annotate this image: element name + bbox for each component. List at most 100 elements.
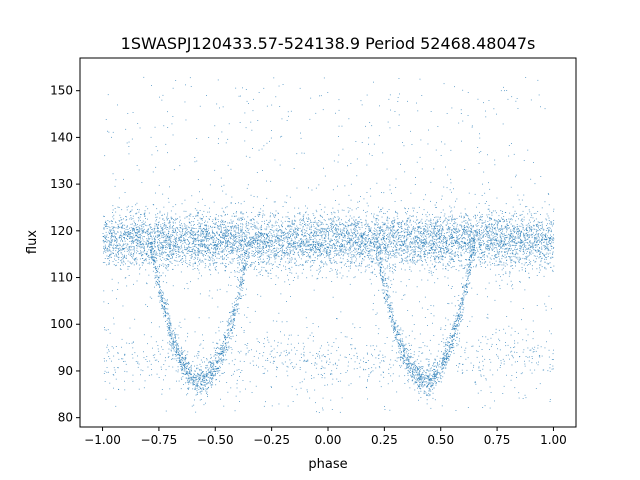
data-point (366, 245, 368, 247)
data-point (181, 232, 183, 234)
data-point (120, 231, 122, 233)
data-point (545, 235, 546, 236)
data-point (176, 234, 178, 236)
data-point (278, 243, 280, 245)
data-point (236, 223, 237, 224)
data-point (202, 240, 204, 242)
data-point (150, 246, 152, 248)
data-point (347, 240, 349, 242)
data-point (241, 230, 243, 232)
data-point (362, 253, 364, 255)
data-point (108, 245, 109, 247)
data-point (455, 240, 457, 242)
data-point (273, 214, 275, 216)
data-point (406, 220, 408, 222)
data-point (200, 251, 202, 253)
data-point (358, 217, 360, 218)
data-point (342, 236, 344, 238)
data-point (251, 262, 252, 264)
data-point (184, 228, 186, 230)
data-point (496, 220, 498, 221)
data-point (471, 240, 472, 242)
data-point (406, 259, 408, 261)
data-point (163, 247, 165, 249)
data-point (508, 249, 510, 251)
data-point (125, 263, 126, 265)
data-point (175, 231, 177, 233)
data-point (192, 241, 194, 243)
data-point (120, 240, 121, 242)
data-point (379, 228, 381, 229)
data-point (503, 227, 505, 229)
data-point (293, 223, 295, 224)
data-point (413, 228, 414, 230)
data-point (364, 240, 366, 242)
data-point (451, 214, 453, 216)
data-point (226, 235, 228, 237)
data-point (454, 230, 456, 232)
data-point (109, 254, 111, 256)
data-point (227, 213, 228, 215)
data-point (503, 221, 505, 222)
data-point (352, 232, 353, 234)
data-point (167, 212, 169, 214)
data-point (318, 268, 320, 270)
data-point (161, 248, 163, 250)
data-point (256, 239, 258, 241)
data-point (160, 236, 162, 238)
data-point (169, 234, 171, 236)
data-point (458, 259, 459, 261)
data-point (233, 234, 234, 236)
data-point (209, 243, 211, 245)
data-point (307, 218, 309, 220)
data-point (262, 245, 264, 247)
data-point (461, 265, 463, 267)
data-point (388, 258, 389, 260)
data-point (421, 245, 423, 246)
data-point (395, 246, 397, 248)
data-point (345, 248, 347, 250)
data-point (499, 258, 500, 260)
data-point (402, 220, 404, 222)
data-point (295, 231, 297, 233)
data-point (328, 219, 330, 221)
data-point (181, 225, 183, 227)
data-point (197, 215, 199, 217)
data-point (248, 241, 250, 242)
data-point (355, 265, 356, 267)
data-point (256, 250, 257, 252)
data-point (197, 257, 199, 259)
data-point (540, 240, 541, 242)
data-point (314, 235, 316, 237)
data-point (149, 226, 151, 228)
data-point (222, 249, 224, 251)
data-point (206, 240, 207, 242)
data-point (212, 235, 213, 237)
data-point (239, 243, 241, 245)
data-point (424, 228, 426, 229)
data-point (412, 227, 414, 229)
data-point (271, 229, 273, 231)
data-point (400, 223, 402, 225)
data-point (218, 240, 220, 242)
data-point (334, 217, 336, 218)
data-point (468, 230, 470, 232)
data-point (422, 225, 424, 227)
data-point (551, 236, 553, 237)
data-point (142, 230, 144, 232)
data-point (317, 247, 319, 249)
data-point (347, 238, 348, 239)
data-point (392, 272, 394, 274)
data-point (165, 237, 167, 239)
data-point (229, 244, 231, 245)
data-point (191, 195, 193, 197)
data-point (419, 246, 421, 248)
data-point (345, 215, 347, 217)
data-point (438, 225, 440, 227)
data-point (547, 253, 549, 255)
data-point (109, 254, 111, 256)
data-point (136, 252, 137, 254)
data-point (386, 267, 388, 269)
data-point (304, 251, 306, 252)
data-point (464, 217, 465, 218)
